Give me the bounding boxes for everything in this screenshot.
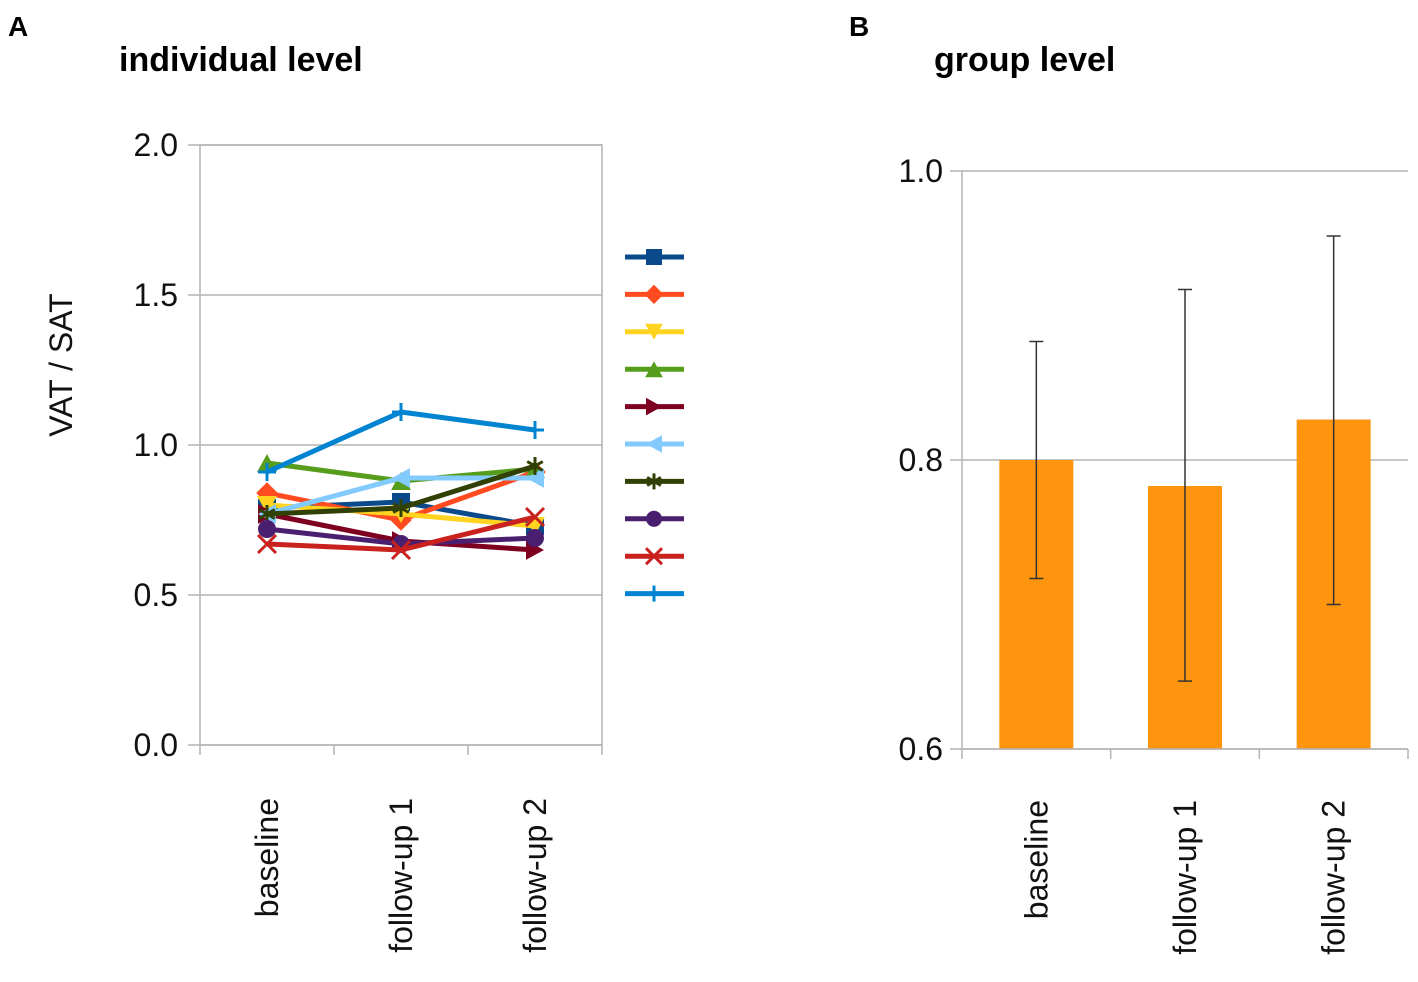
panel-a-legend-entry <box>625 397 684 416</box>
panel-a-data-point <box>526 421 544 439</box>
panel-a-category-label: follow-up 2 <box>517 798 553 953</box>
panel-a-legend-entry <box>625 585 684 602</box>
panel-a-legend-marker <box>646 249 662 265</box>
panel-a-y-tick-label: 1.5 <box>134 277 178 313</box>
panel-a-legend-entry <box>625 323 684 340</box>
panel-a-legend-entry <box>625 361 684 378</box>
panel-a-legend-entry <box>625 249 684 265</box>
panel-a-category-labels: baseline follow-up 1 follow-up 2 <box>249 798 553 953</box>
panel-a-series-9 <box>256 506 546 561</box>
panel-a-title: individual level <box>119 41 363 79</box>
panel-a-y-axis-title: VAT / SAT <box>43 293 79 436</box>
panel-a-legend-marker <box>646 510 662 527</box>
panel-a-data-point <box>390 539 412 561</box>
panel-a-series-8 <box>258 520 544 553</box>
panel-b-y-tick-labels: 0.6 0.8 1.0 <box>899 153 962 767</box>
panel-a-gridlines <box>200 144 602 746</box>
panel-a-category-label: follow-up 1 <box>383 798 419 953</box>
panel-b-error-bar <box>1029 340 1044 580</box>
panel-a-legend-entry <box>625 547 684 566</box>
panel-b-y-tick-label: 1.0 <box>899 153 943 189</box>
panel-b-error-bars <box>1029 235 1341 682</box>
panel-a-series <box>256 403 546 561</box>
panel-a-data-point <box>526 457 544 475</box>
panel-b-error-bar <box>1178 288 1192 682</box>
panel-a-data-point <box>256 533 278 555</box>
panel-b-category-label: follow-up 1 <box>1167 800 1203 955</box>
panel-a-line-chart: A individual level VAT / SAT 0.0 0.5 1.0 1.… <box>8 11 684 953</box>
panel-a-legend-entry <box>625 510 684 527</box>
panel-b-y-tick-label: 0.8 <box>899 442 943 478</box>
panel-a-legend-marker <box>646 473 662 490</box>
panel-a-legend-entry <box>625 284 684 304</box>
panel-a-label: A <box>8 11 28 42</box>
panel-a-y-tick-labels: 0.0 0.5 1.0 1.5 2.0 <box>134 127 200 763</box>
panel-a-series-7 <box>258 457 544 523</box>
panel-b-label: B <box>849 11 869 42</box>
panel-a-y-tick-label: 1.0 <box>134 427 178 463</box>
panel-a-legend-marker <box>646 585 662 602</box>
panel-a-legend-marker <box>646 435 662 453</box>
panel-a-axes <box>199 745 603 755</box>
panel-b-category-label: follow-up 2 <box>1316 800 1352 955</box>
panel-a-data-point <box>392 499 410 517</box>
panel-a-data-point <box>392 403 410 421</box>
panel-a-legend-entry <box>625 435 684 453</box>
panel-a-series-10 <box>258 403 544 481</box>
panel-a-legend-entry <box>625 473 684 490</box>
panel-a-legend-marker <box>646 397 662 416</box>
panel-b-category-labels: baseline follow-up 1 follow-up 2 <box>1018 800 1351 955</box>
panel-a-data-point <box>258 463 276 481</box>
panel-a-y-tick-label: 2.0 <box>134 127 178 163</box>
panel-a-data-point <box>526 529 544 547</box>
panel-b-title: group level <box>934 41 1115 79</box>
panel-b-bar-chart: B group level 0.6 0.8 1.0 baseline follow-u… <box>849 11 1409 955</box>
panel-a-y-tick-label: 0.5 <box>134 577 178 613</box>
panel-a-data-point <box>392 468 410 488</box>
panel-a-legend-marker <box>645 361 663 378</box>
panel-a-legend-marker <box>645 323 663 340</box>
panel-b-y-tick-label: 0.6 <box>899 731 943 767</box>
panel-a-data-point <box>526 468 544 488</box>
panel-a-data-point <box>258 520 276 538</box>
panel-a-legend <box>625 249 684 602</box>
panel-a-legend-marker <box>644 284 664 304</box>
panel-a-data-point <box>524 506 546 528</box>
panel-a-category-label: baseline <box>249 798 285 917</box>
panel-b-category-label: baseline <box>1018 800 1054 919</box>
panel-a-y-tick-label: 0.0 <box>134 727 178 763</box>
panel-a-legend-marker <box>644 547 664 566</box>
panel-b-error-bar <box>1326 235 1341 606</box>
